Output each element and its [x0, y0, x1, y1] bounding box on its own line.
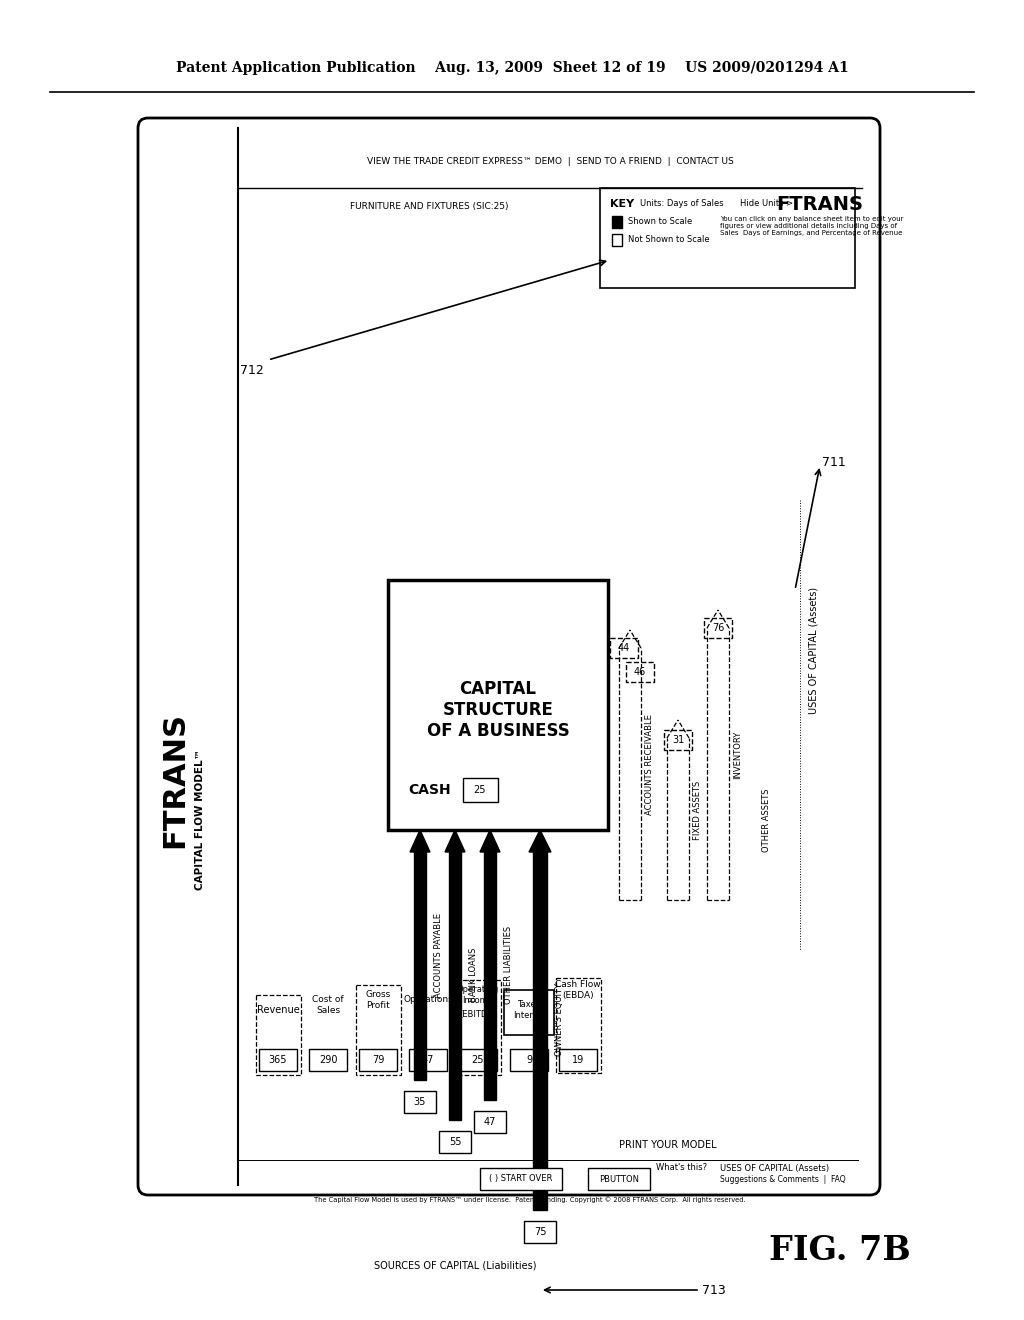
Text: VIEW THE TRADE CREDIT EXPRESS™ DEMO  |  SEND TO A FRIEND  |  CONTACT US: VIEW THE TRADE CREDIT EXPRESS™ DEMO | SE… — [367, 157, 733, 166]
Text: 365: 365 — [268, 1055, 288, 1065]
Text: The Capital Flow Model is used by FTRANS™ under license.  Patent Pending. Copyri: The Capital Flow Model is used by FTRANS… — [314, 1197, 745, 1204]
Text: ACCOUNTS PAYABLE: ACCOUNTS PAYABLE — [434, 912, 443, 998]
FancyBboxPatch shape — [459, 1049, 497, 1071]
Polygon shape — [449, 851, 461, 1119]
Text: Revenue: Revenue — [257, 1005, 299, 1015]
FancyBboxPatch shape — [359, 1049, 397, 1071]
Text: FIG. 7B: FIG. 7B — [769, 1233, 911, 1266]
Text: FURNITURE AND FIXTURES (SIC:25): FURNITURE AND FIXTURES (SIC:25) — [350, 202, 509, 210]
Polygon shape — [534, 851, 547, 1210]
Text: KEY: KEY — [610, 199, 634, 209]
Text: 290: 290 — [318, 1055, 337, 1065]
Bar — [612, 234, 622, 246]
Text: Patent Application Publication    Aug. 13, 2009  Sheet 12 of 19    US 2009/02012: Patent Application Publication Aug. 13, … — [176, 61, 848, 75]
Text: 712: 712 — [240, 363, 264, 376]
Text: ( ) START OVER: ( ) START OVER — [489, 1175, 553, 1184]
Text: CAPITAL FLOW MODEL™: CAPITAL FLOW MODEL™ — [195, 750, 205, 891]
FancyBboxPatch shape — [664, 730, 692, 750]
Polygon shape — [445, 830, 465, 851]
Text: FTRANS: FTRANS — [161, 711, 189, 847]
FancyBboxPatch shape — [439, 1131, 471, 1152]
Text: 47: 47 — [483, 1117, 497, 1127]
Text: FTRANS: FTRANS — [776, 195, 863, 214]
Text: You can click on any balance sheet item to edit your
figures or view additional : You can click on any balance sheet item … — [720, 216, 903, 236]
Text: Taxes
Interest: Taxes Interest — [513, 1001, 546, 1019]
Text: SOURCES OF CAPITAL (Liabilities): SOURCES OF CAPITAL (Liabilities) — [374, 1261, 537, 1270]
Text: OTHER LIABILITIES: OTHER LIABILITIES — [504, 925, 513, 1005]
Text: 79: 79 — [372, 1055, 384, 1065]
Bar — [612, 216, 622, 228]
Text: 19: 19 — [571, 1055, 584, 1065]
Text: 75: 75 — [534, 1228, 546, 1237]
Text: FIXED ASSETS: FIXED ASSETS — [693, 780, 702, 840]
FancyBboxPatch shape — [463, 777, 498, 803]
Text: 76: 76 — [712, 623, 724, 634]
FancyBboxPatch shape — [524, 1221, 556, 1243]
Text: 46: 46 — [634, 667, 646, 677]
FancyBboxPatch shape — [409, 1049, 447, 1071]
Polygon shape — [414, 851, 426, 1080]
FancyBboxPatch shape — [600, 187, 855, 288]
Text: USES OF CAPITAL (Assets): USES OF CAPITAL (Assets) — [720, 1163, 829, 1172]
Text: 25: 25 — [472, 1055, 484, 1065]
Text: 713: 713 — [702, 1283, 726, 1296]
Text: 35: 35 — [414, 1097, 426, 1107]
Text: Cost of
Sales: Cost of Sales — [312, 995, 344, 1015]
FancyBboxPatch shape — [559, 1049, 597, 1071]
Polygon shape — [529, 830, 551, 851]
Text: CAPITAL
STRUCTURE
OF A BUSINESS: CAPITAL STRUCTURE OF A BUSINESS — [427, 680, 569, 739]
Text: OTHER ASSETS: OTHER ASSETS — [762, 788, 771, 851]
Text: 31: 31 — [672, 735, 684, 744]
Text: USES OF CAPITAL (Assets): USES OF CAPITAL (Assets) — [808, 586, 818, 714]
Text: 9: 9 — [526, 1055, 532, 1065]
Polygon shape — [484, 851, 496, 1100]
Polygon shape — [480, 830, 500, 851]
Text: CASH: CASH — [409, 783, 452, 797]
FancyBboxPatch shape — [138, 117, 880, 1195]
Text: PBUTTON: PBUTTON — [599, 1175, 639, 1184]
Text: 44: 44 — [617, 643, 630, 653]
Text: Operations: Operations — [403, 995, 453, 1005]
FancyBboxPatch shape — [510, 1049, 548, 1071]
Text: Suggestions & Comments  |  FAQ: Suggestions & Comments | FAQ — [720, 1175, 846, 1184]
Text: ACCOUNTS RECEIVABLE: ACCOUNTS RECEIVABLE — [645, 714, 654, 816]
FancyBboxPatch shape — [480, 1168, 562, 1191]
FancyBboxPatch shape — [404, 1092, 436, 1113]
Text: Operating
Income: Operating Income — [457, 985, 499, 1005]
Text: 55: 55 — [449, 1137, 461, 1147]
Text: INVENTORY: INVENTORY — [733, 731, 742, 779]
Text: 47: 47 — [422, 1055, 434, 1065]
Text: Cash Flow
(EBDA): Cash Flow (EBDA) — [555, 981, 601, 999]
FancyBboxPatch shape — [626, 663, 654, 682]
Text: (EBITDA): (EBITDA) — [460, 1011, 497, 1019]
Text: Gross
Profit: Gross Profit — [366, 990, 390, 1010]
Text: OWNER'S EQUITY: OWNER'S EQUITY — [555, 983, 564, 1056]
Text: Not Shown to Scale: Not Shown to Scale — [628, 235, 710, 244]
FancyBboxPatch shape — [309, 1049, 347, 1071]
FancyBboxPatch shape — [388, 579, 608, 830]
Text: PRINT YOUR MODEL: PRINT YOUR MODEL — [620, 1140, 717, 1150]
Text: Units: Days of Sales: Units: Days of Sales — [640, 199, 724, 209]
FancyBboxPatch shape — [610, 638, 638, 657]
FancyBboxPatch shape — [259, 1049, 297, 1071]
Polygon shape — [410, 830, 430, 851]
Text: 25: 25 — [474, 785, 486, 795]
Text: BANK LOANS: BANK LOANS — [469, 948, 478, 1002]
Text: 711: 711 — [822, 457, 846, 470]
FancyBboxPatch shape — [474, 1111, 506, 1133]
Text: What's this?: What's this? — [656, 1163, 708, 1172]
Text: Shown to Scale: Shown to Scale — [628, 218, 692, 227]
FancyBboxPatch shape — [588, 1168, 650, 1191]
FancyBboxPatch shape — [705, 618, 732, 638]
FancyBboxPatch shape — [504, 990, 554, 1035]
Text: Hide Units >: Hide Units > — [740, 199, 794, 209]
